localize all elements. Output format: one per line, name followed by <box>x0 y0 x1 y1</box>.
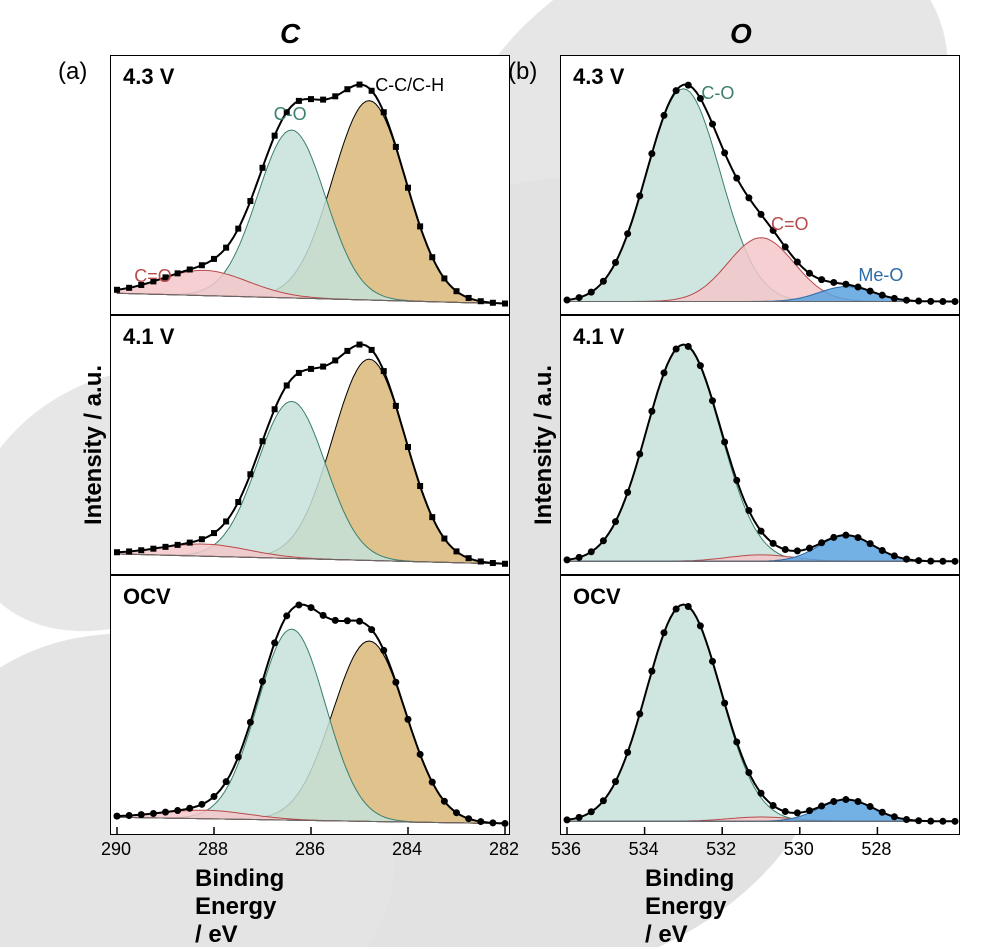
col-b-panel-0-label: 4.3 V <box>573 64 624 90</box>
col-a-panel-2: OCV <box>110 575 510 835</box>
col-a-xtick-282: 282 <box>484 839 524 860</box>
col-a-ylabel: Intensity / a.u. <box>80 365 108 525</box>
col-a-xlabel: Binding Energy / eV <box>195 865 284 949</box>
col-a-peak-label-c_o: C-O <box>274 104 307 125</box>
col-b-panel-1-label: 4.1 V <box>573 324 624 350</box>
col-a-xtick-288: 288 <box>193 839 233 860</box>
col-a-sublabel: (a) <box>58 58 87 86</box>
col-a-xtick-286: 286 <box>290 839 330 860</box>
col-b-sublabel: (b) <box>508 58 537 86</box>
col-b-xtick-532: 532 <box>701 839 741 860</box>
col-b-xlabel: Binding Energy / eV <box>645 865 734 949</box>
col-a-panel-1: 4.1 V <box>110 315 510 575</box>
col-b-peak-label-c_eq_o: C=O <box>771 214 809 235</box>
col-b-ylabel: Intensity / a.u. <box>530 365 558 525</box>
col-a-xtick-284: 284 <box>387 839 427 860</box>
col-b-xtick-528: 528 <box>856 839 896 860</box>
col-b-panel-2-label: OCV <box>573 584 621 610</box>
col-a-panel-2-label: OCV <box>123 584 171 610</box>
col-b-panel-2: OCV <box>560 575 960 835</box>
col-b-panel-0: 4.3 V C-O C=O Me-O <box>560 55 960 315</box>
col-a-panel-0-label: 4.3 V <box>123 64 174 90</box>
col-a-panel-1-label: 4.1 V <box>123 324 174 350</box>
col-b-peak-label-c_o: C-O <box>701 83 734 104</box>
col-b-peak-label-me_o: Me-O <box>858 265 903 286</box>
col-a-peak-label-c_eq_o: C=O <box>134 266 172 287</box>
col-b-panel-1: 4.1 V <box>560 315 960 575</box>
col-b-xtick-534: 534 <box>624 839 664 860</box>
col-a-xtick-290: 290 <box>96 839 136 860</box>
col-a-peak-label-cc_ch: C-C/C-H <box>375 75 444 96</box>
col-a-panel-0: 4.3 V C-C/C-H C-O C=O <box>110 55 510 315</box>
col-b-xtick-536: 536 <box>546 839 586 860</box>
col-b-xtick-530: 530 <box>779 839 819 860</box>
